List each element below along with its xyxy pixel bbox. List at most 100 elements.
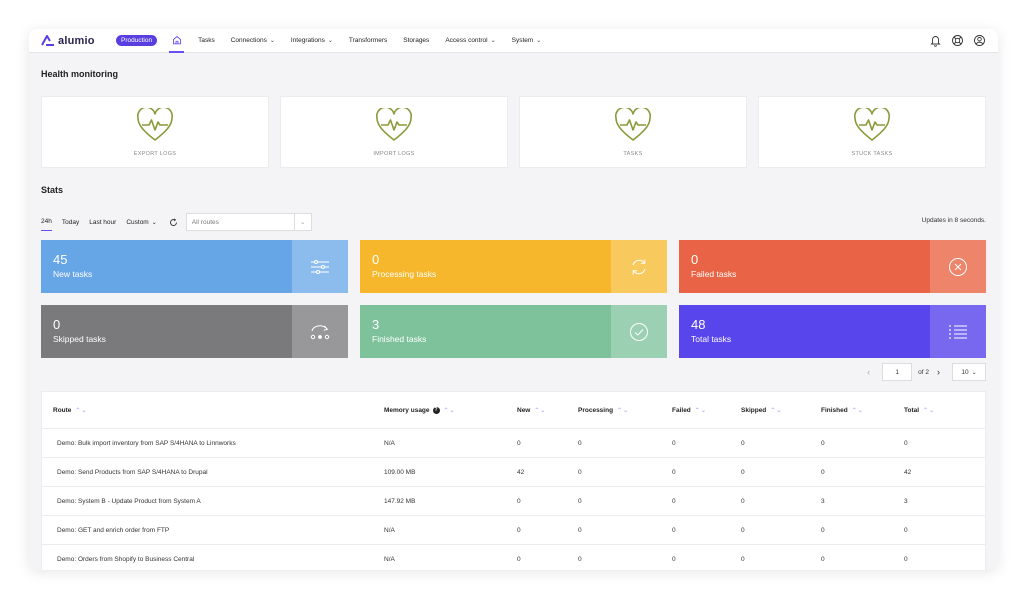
chevron-down-icon: ⌄ bbox=[971, 369, 977, 376]
table-row[interactable]: Demo: Bulk import inventory from SAP S/4… bbox=[42, 429, 985, 458]
cell-new: 0 bbox=[517, 497, 521, 505]
chevron-down-icon: ⌄ bbox=[151, 219, 157, 226]
alumio-logo[interactable]: alumio bbox=[41, 35, 113, 47]
health-card-import-logs[interactable]: IMPORT LOGS bbox=[280, 96, 508, 168]
environment-badge[interactable]: Production bbox=[116, 35, 158, 46]
nav-item-label: Access control bbox=[445, 37, 488, 44]
bell-icon[interactable] bbox=[929, 34, 942, 47]
routes-select[interactable]: All routes ⌄ bbox=[185, 213, 312, 231]
cell-processing: 0 bbox=[578, 555, 582, 563]
stat-tile-failed-tasks[interactable]: 0 Failed tasks bbox=[679, 240, 986, 293]
cell-route: Demo: Bulk import inventory from SAP S/4… bbox=[57, 439, 236, 447]
health-cards: EXPORT LOGS IMPORT LOGS TASKS STUCK TASKS bbox=[41, 96, 986, 168]
cell-total: 0 bbox=[904, 526, 908, 534]
cell-failed: 0 bbox=[672, 555, 676, 563]
stat-tile-skipped-tasks[interactable]: 0 Skipped tasks bbox=[41, 305, 348, 358]
nav-item-access-control[interactable]: Access control ⌄ bbox=[445, 37, 495, 44]
nav-home[interactable] bbox=[169, 29, 185, 53]
check-circle-icon bbox=[611, 305, 667, 358]
sort-icon[interactable]: ⌃⌄ bbox=[617, 407, 630, 414]
stats-title: Stats bbox=[41, 185, 64, 195]
cell-memory: N/A bbox=[384, 526, 395, 534]
column-header-label: Processing bbox=[578, 406, 614, 414]
nav-item-system[interactable]: System ⌄ bbox=[512, 37, 542, 44]
refresh-icon bbox=[611, 240, 667, 293]
cell-processing: 0 bbox=[578, 526, 582, 534]
cell-finished: 3 bbox=[821, 497, 825, 505]
help-lifebuoy-icon[interactable] bbox=[951, 34, 964, 47]
column-header-failed[interactable]: Failed ⌃⌄ bbox=[672, 407, 741, 414]
chevron-down-icon: ⌄ bbox=[327, 38, 333, 44]
timeframe-label: Custom bbox=[126, 218, 149, 226]
stat-tile-total-tasks[interactable]: 48 Total tasks bbox=[679, 305, 986, 358]
health-card-export-logs[interactable]: EXPORT LOGS bbox=[41, 96, 269, 168]
stat-count: 0 bbox=[372, 252, 380, 267]
cell-finished: 0 bbox=[821, 526, 825, 534]
stat-tile-finished-tasks[interactable]: 3 Finished tasks bbox=[360, 305, 667, 358]
nav-item-transformers[interactable]: Transformers bbox=[349, 37, 387, 44]
home-icon bbox=[172, 35, 181, 44]
cell-failed: 0 bbox=[672, 526, 676, 534]
sort-icon[interactable]: ⌃⌄ bbox=[851, 407, 864, 414]
cell-skipped: 0 bbox=[741, 497, 745, 505]
table-row[interactable]: Demo: GET and enrich order from FTP N/A 0 0… bbox=[42, 516, 985, 545]
nav-item-integrations[interactable]: Integrations ⌄ bbox=[291, 37, 333, 44]
page-size-select[interactable]: 10 ⌄ bbox=[952, 363, 986, 381]
column-header-route[interactable]: Route ⌃⌄ bbox=[42, 407, 384, 414]
pagination: ‹ 1 of 2 › 10 ⌄ bbox=[867, 363, 986, 381]
table-row[interactable]: Demo: Send Products from SAP S/4HANA to … bbox=[42, 458, 985, 487]
table-row[interactable]: Demo: Orders from Shopify to Business Ce… bbox=[42, 545, 985, 570]
nav-item-tasks[interactable]: Tasks bbox=[198, 37, 215, 44]
sort-icon[interactable]: ⌃⌄ bbox=[534, 407, 547, 414]
stat-tile-processing-tasks[interactable]: 0 Processing tasks bbox=[360, 240, 667, 293]
cell-processing: 0 bbox=[578, 468, 582, 476]
heart-pulse-icon bbox=[614, 105, 652, 147]
cell-failed: 0 bbox=[672, 497, 676, 505]
column-header-label: Finished bbox=[821, 406, 848, 414]
alumio-logo-icon bbox=[41, 35, 54, 46]
timeframe-last-hour[interactable]: Last hour bbox=[89, 218, 117, 226]
sort-icon[interactable]: ⌃⌄ bbox=[75, 407, 88, 414]
cell-finished: 0 bbox=[821, 555, 825, 563]
page-input[interactable]: 1 bbox=[882, 363, 913, 381]
user-account-icon[interactable] bbox=[973, 34, 986, 47]
logo-text: alumio bbox=[58, 34, 95, 47]
timeframe-24h[interactable]: 24h bbox=[41, 213, 52, 231]
column-header-memory[interactable]: Memory usage? ⌃⌄ bbox=[384, 406, 517, 414]
prev-page-icon[interactable]: ‹ bbox=[867, 367, 871, 377]
nav-item-connections[interactable]: Connections ⌄ bbox=[231, 37, 275, 44]
sort-icon[interactable]: ⌃⌄ bbox=[770, 407, 783, 414]
stat-label: Skipped tasks bbox=[53, 334, 106, 344]
nav-item-label: Transformers bbox=[348, 37, 388, 44]
timeframe-today[interactable]: Today bbox=[61, 218, 80, 226]
next-page-icon[interactable]: › bbox=[937, 367, 940, 377]
sort-icon[interactable]: ⌃⌄ bbox=[443, 407, 456, 414]
column-header-processing[interactable]: Processing ⌃⌄ bbox=[578, 407, 672, 414]
sort-icon[interactable]: ⌃⌄ bbox=[923, 407, 936, 414]
nav-item-label: Storages bbox=[403, 37, 430, 44]
timeframe-custom[interactable]: Custom ⌄ bbox=[126, 213, 156, 231]
stat-label: Total tasks bbox=[691, 334, 732, 344]
column-header-new[interactable]: New ⌃⌄ bbox=[517, 407, 578, 414]
column-header-finished[interactable]: Finished ⌃⌄ bbox=[821, 407, 904, 414]
stat-tile-new-tasks[interactable]: 45 New tasks bbox=[41, 240, 348, 293]
table-header: Route ⌃⌄ Memory usage? ⌃⌄ New ⌃⌄ Processing ⌃⌄ F… bbox=[42, 392, 985, 429]
table-body: Demo: Bulk import inventory from SAP S/4… bbox=[42, 429, 985, 570]
page-of-text: of 2 bbox=[918, 368, 929, 376]
table-row[interactable]: Demo: System B - Update Product from Sys… bbox=[42, 487, 985, 516]
heart-pulse-icon bbox=[136, 105, 174, 147]
x-circle-icon bbox=[930, 240, 986, 293]
sort-icon[interactable]: ⌃⌄ bbox=[694, 407, 707, 414]
column-header-label: Route bbox=[53, 406, 72, 414]
cell-total: 0 bbox=[904, 555, 908, 563]
column-header-skipped[interactable]: Skipped ⌃⌄ bbox=[741, 407, 821, 414]
refresh-icon[interactable] bbox=[169, 217, 178, 227]
health-card-stuck-tasks[interactable]: STUCK TASKS bbox=[758, 96, 986, 168]
column-header-total[interactable]: Total ⌃⌄ bbox=[904, 407, 984, 414]
health-card-tasks[interactable]: TASKS bbox=[519, 96, 747, 168]
help-circle-icon[interactable]: ? bbox=[432, 406, 440, 414]
sliders-icon bbox=[292, 240, 348, 293]
stat-tile-main: 45 New tasks bbox=[41, 240, 292, 293]
column-header-label: Memory usage bbox=[384, 406, 430, 414]
nav-item-storages[interactable]: Storages bbox=[403, 37, 429, 44]
